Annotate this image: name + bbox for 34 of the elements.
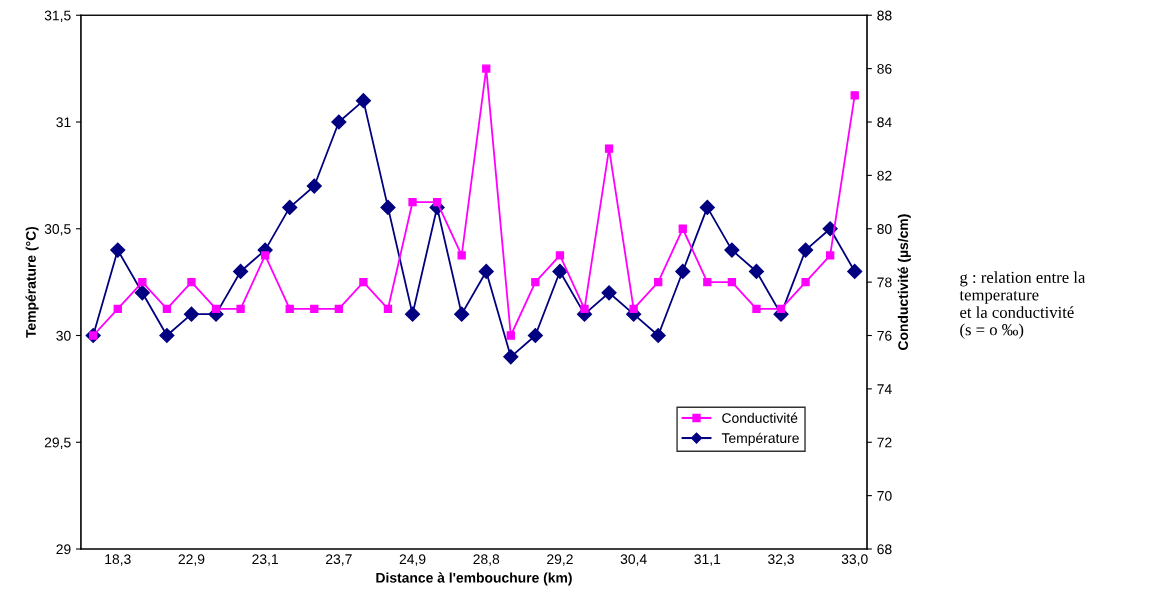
x-tick-label: 18,3 — [105, 554, 131, 566]
y2-tick-label: 88 — [877, 10, 892, 21]
x-tick-label: 29,2 — [547, 554, 573, 566]
legend-label: Conductivité — [722, 412, 798, 423]
x-tick-label: 23,7 — [326, 554, 352, 566]
y-tick-label: 29 — [56, 544, 71, 555]
y-tick-label: 31 — [56, 117, 71, 128]
y2-tick-label: 68 — [877, 544, 892, 555]
y2-tick-label: 72 — [877, 437, 892, 448]
y-axis-title: Température (°C) — [25, 226, 39, 338]
y-tick-label: 30,5 — [44, 224, 71, 236]
y2-tick-label: 82 — [877, 170, 892, 181]
x-axis-title: Distance à l'embouchure (km) — [376, 572, 572, 586]
y2-tick-label: 76 — [877, 330, 892, 341]
text: g : relation entre la temperature et la conductivité (s = o ‰) — [959, 271, 1086, 339]
x-tick-label: 31,1 — [694, 554, 721, 566]
x-tick-label: 30,4 — [620, 554, 647, 566]
y2-tick-label: 70 — [877, 490, 892, 501]
x-tick-label: 32,3 — [768, 554, 794, 566]
y2-axis-title: Conductivité (µs/cm) — [897, 214, 911, 350]
x-tick-label: 28,8 — [473, 554, 500, 566]
y2-tick-label: 84 — [877, 117, 892, 128]
x-tick-label: 24,9 — [399, 554, 426, 566]
y2-tick-label: 78 — [877, 277, 892, 288]
legend-label: Température — [721, 432, 799, 446]
x-tick-label: 22,9 — [178, 554, 205, 566]
y-tick-label: 29,5 — [44, 437, 71, 450]
y2-tick-label: 80 — [877, 224, 892, 234]
y2-tick-label: 86 — [877, 63, 892, 74]
y-tick-label: 31,5 — [44, 10, 71, 23]
x-tick-label: 33,0 — [841, 554, 868, 566]
y-tick-label: 30 — [56, 330, 71, 341]
x-tick-label: 23,1 — [252, 554, 278, 566]
y2-tick-label: 74 — [877, 384, 892, 394]
